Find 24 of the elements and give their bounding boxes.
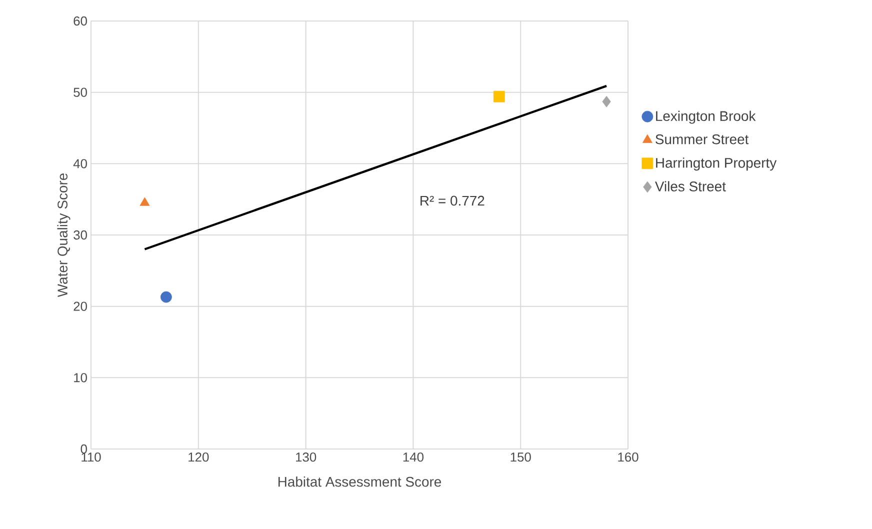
legend-label: Viles Street	[654, 181, 726, 192]
x-tick-label: 130	[296, 452, 316, 462]
x-tick-label: 160	[618, 452, 638, 462]
y-tick-label: 40	[73, 159, 87, 168]
point	[160, 291, 172, 303]
legend-label: Harrington Property	[656, 158, 777, 171]
y-tick-label: 10	[74, 373, 87, 382]
legend-label: Lexington Brook	[656, 110, 756, 124]
x-tick-label: 110	[82, 452, 101, 462]
y-tick-label: 20	[74, 302, 87, 311]
legend-label: Summer Street	[656, 134, 749, 144]
y-tick-label: 30	[74, 230, 87, 240]
annotation: R² = 0.772	[420, 196, 484, 206]
x-tick-label: 120	[188, 452, 209, 462]
x-tick-label: 140	[403, 452, 424, 462]
y-tick-label: 60	[74, 16, 87, 26]
x-tick-label: 150	[510, 452, 531, 462]
x-axis-title: Habitat Assessment Score	[278, 476, 442, 487]
point	[140, 197, 150, 206]
point	[493, 90, 505, 102]
y-axis-title: Water Quality Score	[57, 173, 70, 298]
y-tick-label: 0	[80, 444, 87, 454]
y-tick-label: 50	[74, 88, 87, 97]
point	[602, 96, 611, 108]
